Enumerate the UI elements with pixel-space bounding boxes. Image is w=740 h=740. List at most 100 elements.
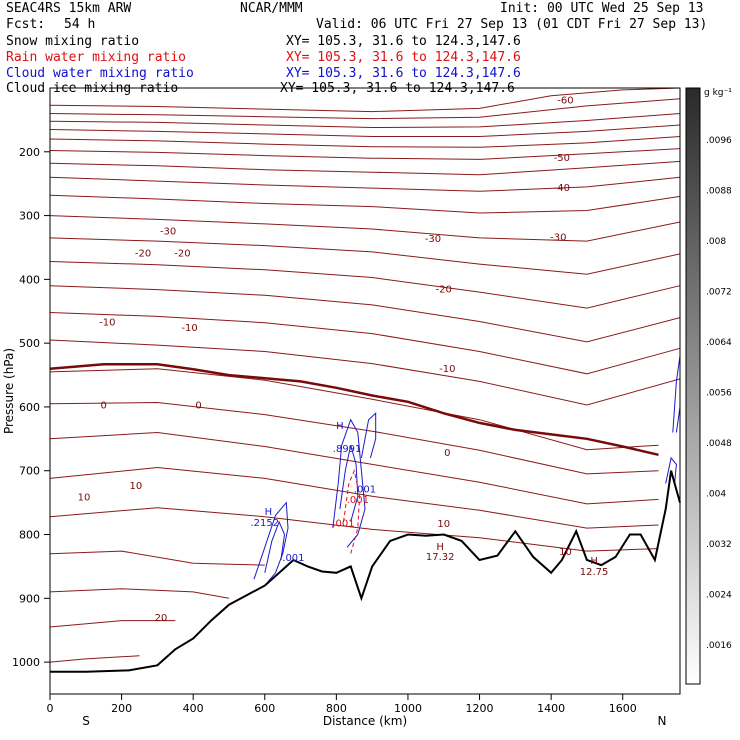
extrema-label-8: H bbox=[436, 542, 444, 553]
y-tick-label: 1000 bbox=[12, 656, 40, 669]
extrema-label-1: .2152 bbox=[250, 518, 279, 529]
contour-label-11: -10 bbox=[439, 364, 455, 375]
temperature-contour-6 bbox=[49, 160, 681, 176]
x-tick-label: 1200 bbox=[466, 702, 494, 715]
contour-label-19: 20 bbox=[155, 613, 168, 624]
temperature-contour-11 bbox=[49, 261, 681, 309]
field-cloudwater-name: Cloud water mixing ratio bbox=[6, 66, 194, 81]
cloud-water-contour-4 bbox=[360, 412, 377, 459]
rain-contour-0 bbox=[343, 469, 361, 554]
colorbar-label: .0032 bbox=[706, 540, 732, 550]
extrema-label-5: .001 bbox=[354, 485, 376, 496]
extrema-label-11: 12.75 bbox=[580, 567, 609, 578]
x-endpoint-left: S bbox=[82, 714, 90, 728]
contour-label-16: 10 bbox=[130, 481, 143, 492]
x-endpoint-right: N bbox=[658, 714, 667, 728]
temperature-contour-14 bbox=[49, 339, 681, 406]
x-tick-label: 800 bbox=[326, 702, 347, 715]
y-tick-label: 700 bbox=[19, 465, 40, 478]
extrema-label-9: 17.32 bbox=[426, 552, 455, 563]
model-name: SEAC4RS 15km ARW bbox=[6, 1, 132, 16]
extrema-label-10: H bbox=[590, 556, 598, 567]
contour-label-8: -20 bbox=[436, 284, 452, 295]
y-tick-label: 200 bbox=[19, 146, 40, 159]
temperature-contour-3 bbox=[49, 124, 681, 137]
y-tick-label: 900 bbox=[19, 592, 40, 605]
contour-label-18: 10 bbox=[559, 547, 572, 558]
colorbar-label: .0016 bbox=[706, 641, 732, 651]
init-time: Init: 00 UTC Wed 25 Sep 13 bbox=[500, 1, 704, 16]
temperature-contour-13 bbox=[49, 312, 681, 375]
contour-label-14: 0 bbox=[444, 448, 450, 459]
contour-label-0: -60 bbox=[557, 95, 573, 106]
temperature-contour-16 bbox=[49, 401, 659, 475]
colorbar-label: .004 bbox=[706, 490, 726, 500]
colorbar-ramp bbox=[685, 87, 701, 685]
colorbar-labels: .0096 .0088 .008 .0072 .0064 .0056 .0048 .004 .0… bbox=[706, 136, 732, 651]
freezing-level-line bbox=[49, 362, 659, 457]
temperature-contour-12 bbox=[49, 285, 681, 343]
y-tick-label: 300 bbox=[19, 210, 40, 223]
contour-label-2: -40 bbox=[554, 183, 570, 194]
cloud-water-contour-0 bbox=[253, 501, 289, 586]
y-tick-label: 500 bbox=[19, 337, 40, 350]
colorbar-unit: g kg⁻¹ bbox=[704, 88, 732, 98]
temperature-contour-2 bbox=[49, 113, 681, 129]
temperature-contours bbox=[49, 87, 681, 663]
contour-label-1: -50 bbox=[554, 153, 570, 164]
plot-frame bbox=[49, 87, 681, 695]
contour-label-9: -10 bbox=[99, 317, 115, 328]
colorbar-label: .0056 bbox=[706, 389, 732, 399]
x-tick-label: 400 bbox=[183, 702, 204, 715]
temperature-contour-8 bbox=[49, 194, 681, 214]
colorbar-label: .0088 bbox=[706, 187, 732, 197]
x-axis: 0 200 400 600 800 1000 1200 1400 1600 bbox=[47, 694, 637, 715]
extrema-label-0: H bbox=[265, 507, 273, 518]
extrema-label-3: H bbox=[336, 421, 344, 432]
contour-label-3: -30 bbox=[160, 226, 176, 237]
extrema-label-7: .001 bbox=[332, 518, 354, 529]
temperature-contour-22 bbox=[49, 620, 176, 628]
field-rain-name: Rain water mixing ratio bbox=[6, 50, 187, 65]
contour-label-7: -20 bbox=[174, 249, 190, 260]
freezing-level bbox=[49, 362, 659, 457]
contour-label-4: -30 bbox=[425, 234, 441, 245]
cloud-water-contour-2 bbox=[332, 418, 366, 548]
temperature-contour-4 bbox=[49, 136, 681, 148]
y-axis: 200 300 400 500 600 700 800 900 1000 bbox=[12, 146, 50, 669]
terrain-line bbox=[50, 470, 681, 673]
cloud-water-contour-1 bbox=[264, 520, 286, 573]
temperature-contour-21 bbox=[49, 588, 230, 599]
temperature-contour-5 bbox=[49, 148, 681, 160]
temperature-contour-1 bbox=[49, 98, 681, 120]
cloud-water-contour-3 bbox=[339, 445, 359, 522]
x-tick-label: 1000 bbox=[394, 702, 422, 715]
x-tick-label: 1600 bbox=[609, 702, 637, 715]
extrema-label-4: .8991 bbox=[333, 444, 362, 455]
contour-label-13: 0 bbox=[195, 400, 201, 411]
center-name: NCAR/MMM bbox=[240, 1, 303, 16]
fcst-value: 54 h bbox=[64, 17, 96, 32]
contour-label-17: 10 bbox=[437, 519, 450, 530]
fcst-label: Fcst: bbox=[6, 17, 46, 32]
contour-label-10: -10 bbox=[181, 323, 197, 334]
extrema-label-6: .001 bbox=[347, 495, 369, 506]
temperature-contour-20 bbox=[49, 550, 265, 566]
rain-contours bbox=[343, 469, 361, 554]
field-snow-name: Snow mixing ratio bbox=[6, 34, 140, 49]
field-cloudwater-xy: XY= 105.3, 31.6 to 124.3,147.6 bbox=[286, 66, 521, 81]
contour-label-6: -20 bbox=[135, 249, 151, 260]
cloud-water-contour-6 bbox=[665, 456, 677, 484]
temperature-contour-9 bbox=[49, 215, 681, 242]
temperature-contour-7 bbox=[49, 176, 681, 192]
y-axis-title: Pressure (hPa) bbox=[2, 348, 16, 434]
temperature-contour-15 bbox=[49, 368, 659, 451]
colorbar: g kg⁻¹ .0096 .0088 .008 .0072 .0064 .0056 .004… bbox=[685, 87, 732, 685]
temperature-contour-0 bbox=[49, 87, 681, 113]
temperature-contour-10 bbox=[49, 237, 681, 275]
temperature-contour-19 bbox=[49, 507, 659, 552]
y-tick-label: 800 bbox=[19, 529, 40, 542]
colorbar-label: .0096 bbox=[706, 136, 732, 146]
